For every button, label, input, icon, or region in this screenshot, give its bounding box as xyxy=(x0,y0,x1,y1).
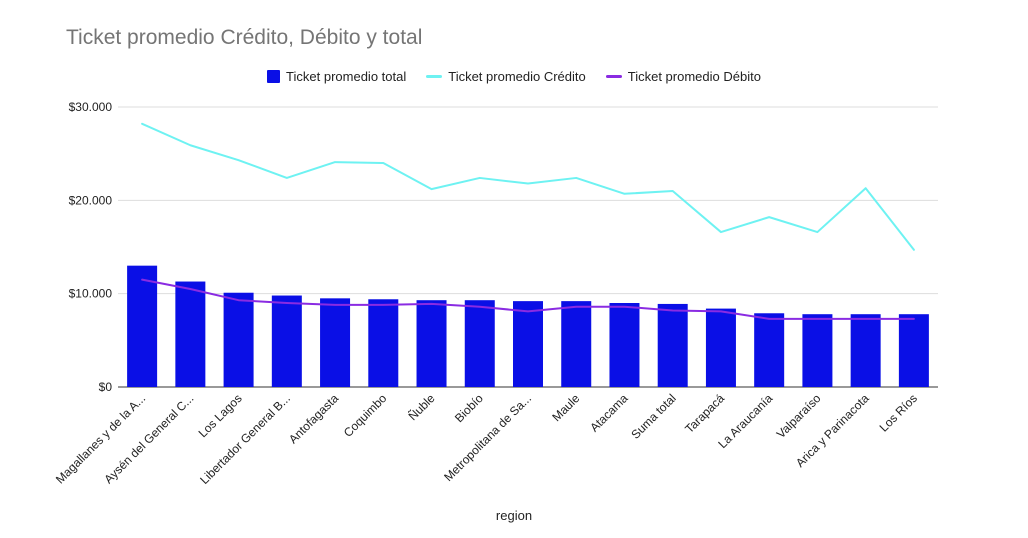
line-debito xyxy=(141,278,915,320)
x-tick-label: Atacama xyxy=(587,391,631,435)
x-tick-label: Metropolitana de Sa... xyxy=(441,391,534,484)
x-tick-label: Los Lagos xyxy=(196,391,245,440)
bar xyxy=(657,303,688,387)
bar xyxy=(175,281,206,387)
y-axis-ticks: $0 $10.000 $20.000 $30.000 xyxy=(69,100,113,394)
bar xyxy=(271,295,302,387)
legend-swatch-debito xyxy=(605,74,622,78)
line-credito xyxy=(141,122,915,251)
legend-label-total: Ticket promedio total xyxy=(286,68,407,84)
legend-swatch-total xyxy=(267,69,281,83)
legend: Ticket promedio total Ticket promedio Cr… xyxy=(0,66,1028,86)
bar-series xyxy=(127,265,929,387)
legend-item-credito[interactable]: Ticket promedio Crédito xyxy=(426,69,586,84)
x-tick-label: Ñuble xyxy=(406,391,438,423)
x-tick-label: Valparaíso xyxy=(774,391,824,441)
legend-swatch-credito xyxy=(426,74,443,78)
chart-title: Ticket promedio Crédito, Débito y total xyxy=(66,26,423,49)
x-tick-label: Libertador General B... xyxy=(197,391,293,487)
bar xyxy=(416,300,447,387)
bar xyxy=(464,300,495,387)
bar xyxy=(802,314,833,387)
x-tick-label: Biobío xyxy=(452,391,486,425)
bar xyxy=(561,301,592,387)
x-axis-label: region xyxy=(495,508,533,523)
y-tick-label: $30.000 xyxy=(69,100,113,114)
y-tick-label: $10.000 xyxy=(69,287,113,301)
bar xyxy=(754,313,785,387)
x-tick-label: Magallanes y de la A... xyxy=(53,391,148,486)
x-axis-ticks: Magallanes y de la A...Aysén del General… xyxy=(53,391,920,487)
legend-item-debito[interactable]: Ticket promedio Débito xyxy=(605,68,761,84)
bar xyxy=(705,308,736,387)
line-series xyxy=(141,122,915,320)
bar xyxy=(850,314,881,387)
y-tick-label: $20.000 xyxy=(69,193,113,207)
bar xyxy=(513,301,543,387)
x-tick-label: Tarapacá xyxy=(682,391,727,436)
x-tick-label: Los Ríos xyxy=(877,391,920,434)
bar xyxy=(898,314,929,387)
x-tick-label: Aysén del General C... xyxy=(101,391,196,486)
bar xyxy=(320,298,351,387)
legend-label-credito: Ticket promedio Crédito xyxy=(448,68,586,84)
bar xyxy=(368,299,399,387)
x-tick-label: Maule xyxy=(549,391,582,424)
x-tick-label: Suma total xyxy=(628,391,678,441)
bar xyxy=(127,265,158,387)
x-tick-label: Coquimbo xyxy=(341,391,390,440)
legend-item-total[interactable]: Ticket promedio total xyxy=(267,69,406,84)
y-tick-label: $0 xyxy=(99,380,113,394)
grid-layer xyxy=(118,106,938,388)
legend-label-debito: Ticket promedio Débito xyxy=(627,68,761,84)
bar xyxy=(609,303,640,387)
bar xyxy=(223,292,254,387)
x-tick-label: Antofagasta xyxy=(286,391,341,446)
